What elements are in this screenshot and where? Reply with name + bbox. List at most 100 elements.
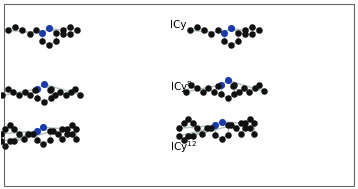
Point (69, 123, 74, 126)
Point (187, 29, 193, 32)
Point (194, 87, 200, 90)
Point (73, 138, 79, 141)
Point (229, 124, 234, 127)
Text: ICy$^{8}$: ICy$^{8}$ (170, 79, 193, 95)
Point (194, 25, 200, 28)
Point (21, 138, 26, 141)
Point (185, 134, 191, 137)
Point (46, 44, 52, 47)
Point (219, 137, 224, 140)
Point (11, 127, 17, 130)
Point (59, 138, 65, 141)
Point (201, 29, 207, 32)
Point (77, 93, 83, 96)
Point (0, 140, 4, 143)
Point (57, 91, 63, 94)
Point (200, 90, 206, 93)
Point (236, 39, 241, 42)
Point (233, 127, 239, 130)
Point (60, 29, 66, 32)
Point (73, 127, 79, 130)
Point (242, 29, 247, 32)
Point (16, 132, 22, 135)
Point (34, 130, 40, 133)
Point (252, 122, 257, 125)
Point (12, 25, 18, 28)
Point (0, 94, 5, 97)
Point (67, 33, 73, 36)
Point (256, 84, 262, 87)
Point (231, 85, 236, 88)
Point (176, 134, 182, 137)
Text: ICy: ICy (170, 20, 187, 30)
Point (0, 132, 4, 135)
Point (228, 44, 234, 47)
Point (30, 132, 35, 135)
Point (190, 134, 195, 137)
Point (181, 138, 187, 141)
Point (252, 87, 257, 90)
Point (40, 126, 46, 129)
Point (47, 130, 53, 133)
Point (64, 132, 70, 135)
Point (232, 84, 237, 87)
Point (27, 33, 33, 36)
Point (211, 90, 217, 93)
Point (215, 29, 221, 32)
Point (236, 90, 242, 93)
Point (72, 87, 78, 90)
Point (5, 29, 11, 32)
Point (209, 33, 214, 36)
Point (176, 127, 182, 130)
Point (246, 90, 252, 93)
Point (228, 27, 234, 30)
Point (27, 94, 33, 97)
Point (55, 132, 61, 135)
Point (232, 93, 237, 96)
Point (189, 84, 194, 87)
Point (69, 132, 74, 135)
Point (249, 25, 255, 28)
Point (218, 93, 224, 96)
Point (225, 97, 231, 100)
Point (225, 124, 231, 127)
Point (35, 87, 40, 90)
Point (238, 122, 243, 125)
Point (238, 132, 243, 135)
Point (221, 39, 227, 42)
Point (25, 132, 31, 135)
Point (54, 39, 59, 42)
Point (47, 139, 53, 142)
Point (52, 94, 58, 97)
Point (22, 91, 28, 94)
Point (249, 33, 255, 36)
Point (59, 127, 65, 130)
Point (35, 96, 40, 99)
Point (48, 87, 54, 90)
Point (16, 94, 22, 97)
Point (34, 139, 40, 142)
Point (190, 122, 195, 125)
Point (252, 132, 257, 135)
Point (32, 88, 38, 91)
Point (199, 132, 205, 135)
Point (256, 29, 262, 32)
Point (194, 127, 200, 130)
Point (204, 127, 209, 130)
Point (208, 127, 214, 130)
Point (40, 143, 46, 146)
Point (11, 140, 17, 143)
Point (221, 31, 227, 34)
Point (67, 25, 73, 28)
Point (50, 130, 56, 133)
Point (19, 29, 25, 32)
Point (48, 96, 54, 99)
Point (242, 33, 247, 36)
Point (47, 88, 53, 91)
Point (64, 127, 70, 130)
Point (242, 122, 248, 125)
Point (218, 84, 224, 87)
Point (39, 39, 45, 42)
Point (68, 91, 74, 94)
Point (247, 118, 253, 121)
